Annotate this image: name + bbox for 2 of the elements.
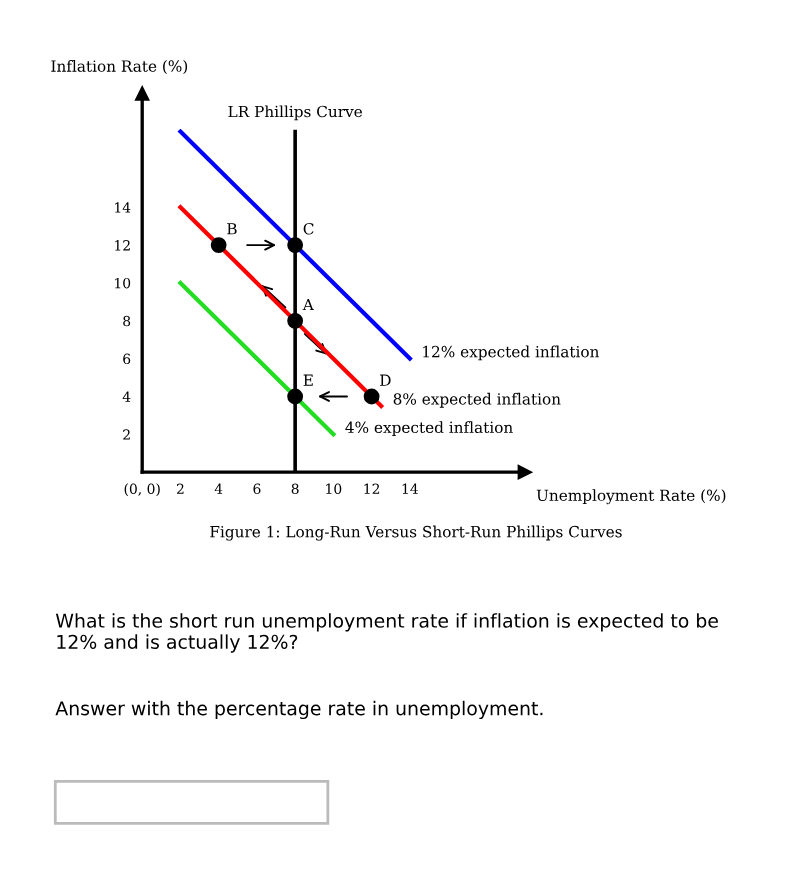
text: Answer with the percentage rate in unemployment. bbox=[55, 700, 543, 720]
text: What is the short run unemployment rate if inflation is expected to be 12% and is actually 12%? bbox=[55, 613, 718, 653]
